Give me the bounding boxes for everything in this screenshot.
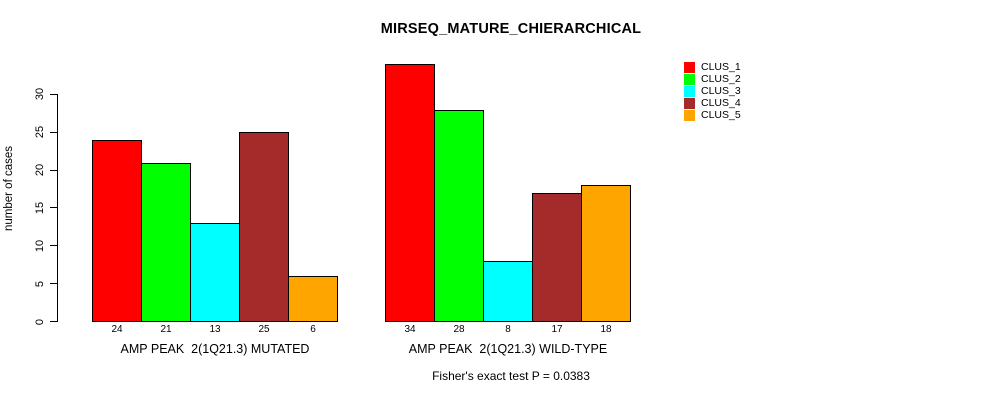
legend-item-CLUS_2: CLUS_2 bbox=[684, 73, 741, 85]
bar-value-label: 25 bbox=[258, 324, 270, 335]
legend-swatch-CLUS_4 bbox=[684, 98, 695, 110]
bar-value-label: 18 bbox=[600, 324, 612, 335]
y-tick-label: 25 bbox=[34, 126, 46, 139]
bar-CLUS_4-group1 bbox=[239, 132, 289, 322]
y-axis-label: number of cases bbox=[1, 88, 17, 290]
y-tick-label: 10 bbox=[34, 239, 46, 252]
bar-value-label: 24 bbox=[111, 324, 123, 335]
legend: CLUS_1 CLUS_2 CLUS_3 CLUS_4 CLUS_5 bbox=[684, 61, 741, 122]
bar-value-label: 21 bbox=[160, 324, 172, 335]
legend-swatch-CLUS_2 bbox=[684, 73, 695, 85]
y-tick-label: 20 bbox=[34, 163, 46, 177]
y-tick-label: 0 bbox=[34, 318, 46, 325]
legend-label-CLUS_1: CLUS_1 bbox=[701, 60, 741, 73]
bar-CLUS_1-group1 bbox=[92, 139, 142, 322]
y-axis-line bbox=[57, 94, 58, 323]
legend-label-CLUS_2: CLUS_2 bbox=[701, 72, 741, 85]
x-group-label-mutated: AMP PEAK 2(1Q21.3) MUTATED bbox=[120, 342, 310, 356]
bar-CLUS_5-group2 bbox=[581, 185, 631, 322]
bar-value-label: 28 bbox=[453, 324, 465, 335]
fisher-test-annotation: Fisher's exact test P = 0.0383 bbox=[432, 369, 590, 383]
y-tick-mark bbox=[50, 321, 57, 322]
bar-CLUS_5-group1 bbox=[288, 276, 338, 322]
legend-label-CLUS_3: CLUS_3 bbox=[701, 84, 741, 97]
bar-CLUS_2-group2 bbox=[434, 109, 484, 322]
y-tick-mark bbox=[50, 245, 57, 247]
y-tick-mark bbox=[50, 93, 57, 95]
legend-item-CLUS_4: CLUS_4 bbox=[684, 98, 741, 110]
bar-CLUS_3-group1 bbox=[190, 223, 240, 322]
legend-label-CLUS_4: CLUS_4 bbox=[701, 97, 741, 110]
y-tick-mark bbox=[50, 283, 57, 285]
y-tick-mark bbox=[50, 169, 57, 171]
legend-item-CLUS_3: CLUS_3 bbox=[684, 85, 741, 97]
bar-CLUS_2-group1 bbox=[141, 162, 191, 322]
y-tick-mark bbox=[50, 207, 57, 209]
bar-value-label: 6 bbox=[310, 324, 316, 335]
bar-CLUS_4-group2 bbox=[532, 192, 582, 322]
legend-item-CLUS_5: CLUS_5 bbox=[684, 110, 741, 122]
y-tick-mark bbox=[50, 131, 57, 133]
legend-item-CLUS_1: CLUS_1 bbox=[684, 61, 741, 73]
bar-value-label: 17 bbox=[551, 324, 563, 335]
chart-title: MIRSEQ_MATURE_CHIERARCHICAL bbox=[380, 21, 642, 37]
x-group-label-wildtype: AMP PEAK 2(1Q21.3) WILD-TYPE bbox=[408, 342, 608, 356]
y-axis-label-text: number of cases bbox=[3, 146, 15, 232]
y-tick-label: 30 bbox=[34, 88, 46, 101]
y-tick-label: 5 bbox=[34, 280, 46, 287]
legend-label-CLUS_5: CLUS_5 bbox=[701, 109, 741, 122]
y-tick-label: 15 bbox=[34, 201, 46, 215]
bar-CLUS_3-group2 bbox=[483, 260, 533, 322]
legend-swatch-CLUS_3 bbox=[684, 85, 695, 97]
legend-swatch-CLUS_5 bbox=[684, 110, 695, 122]
bar-value-label: 34 bbox=[404, 324, 416, 335]
legend-swatch-CLUS_1 bbox=[684, 61, 695, 73]
bar-CLUS_1-group2 bbox=[385, 64, 435, 322]
bar-value-label: 8 bbox=[505, 324, 511, 335]
bar-value-label: 13 bbox=[209, 324, 221, 335]
